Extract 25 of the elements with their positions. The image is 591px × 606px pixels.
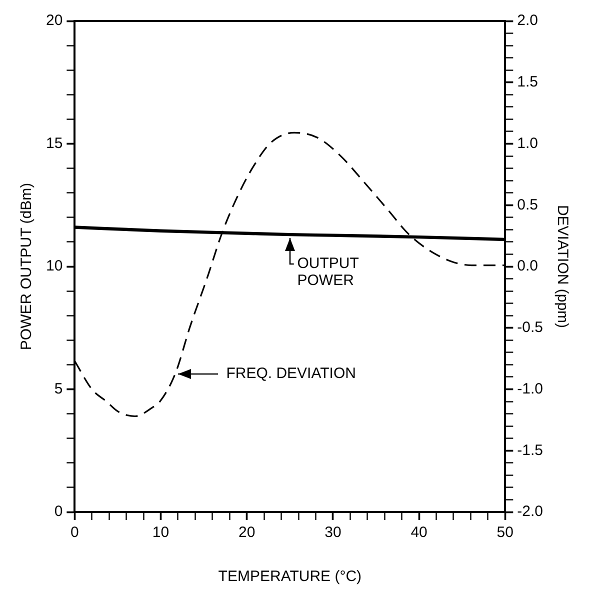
x-tick-label: 10 [152, 524, 170, 542]
y2-tick-label: 2.0 [517, 12, 538, 30]
annotation: FREQ. DEVIATION [226, 365, 356, 382]
y2-axis-title: DEVIATION (ppm) [554, 204, 571, 328]
y2-tick-label: -0.5 [517, 319, 544, 336]
y2-tick-label: 1.5 [517, 74, 538, 91]
y2-tick-label: 0.5 [517, 196, 538, 214]
y-tick-label: 15 [46, 134, 63, 152]
x-tick-label: 50 [496, 524, 514, 542]
y-tick-label: 10 [46, 258, 63, 275]
x-tick-label: 0 [70, 524, 79, 542]
x-tick-label: 40 [410, 524, 428, 542]
y-tick-label: 20 [46, 12, 63, 30]
y-tick-label: 0 [54, 503, 63, 520]
x-axis-title: TEMPERATURE (°C) [218, 568, 362, 586]
y-axis-title: POWER OUTPUT (dBm) [18, 182, 36, 350]
x-tick-label: 20 [238, 524, 256, 542]
annotation: OUTPUT POWER [297, 255, 359, 290]
y2-tick-label: -2.0 [517, 503, 544, 520]
y2-tick-label: 1.0 [517, 134, 538, 152]
y-tick-label: 5 [54, 380, 63, 398]
y2-tick-label: -1.5 [517, 442, 544, 459]
y2-tick-label: -1.0 [517, 380, 544, 398]
x-tick-label: 30 [324, 524, 342, 542]
y2-tick-label: 0.0 [517, 258, 538, 275]
